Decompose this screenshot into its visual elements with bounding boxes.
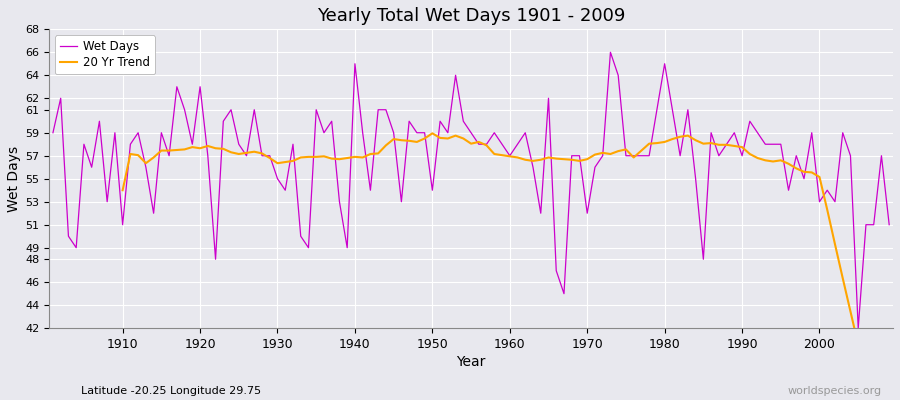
Text: Latitude -20.25 Longitude 29.75: Latitude -20.25 Longitude 29.75 — [81, 386, 261, 396]
20 Yr Trend — [117, 188, 128, 193]
Line: 20 Yr Trend: 20 Yr Trend — [122, 133, 889, 400]
Wet Days — [48, 130, 58, 135]
Legend: Wet Days, 20 Yr Trend: Wet Days, 20 Yr Trend — [55, 35, 155, 74]
Title: Yearly Total Wet Days 1901 - 2009: Yearly Total Wet Days 1901 - 2009 — [317, 7, 626, 25]
Wet Days — [504, 153, 515, 158]
20 Yr Trend — [427, 131, 437, 136]
Wet Days — [605, 50, 616, 55]
Wet Days — [497, 142, 508, 147]
Line: Wet Days: Wet Days — [53, 52, 889, 328]
20 Yr Trend — [581, 157, 592, 162]
20 Yr Trend — [295, 155, 306, 160]
Wet Days — [280, 188, 291, 193]
20 Yr Trend — [520, 157, 531, 162]
Y-axis label: Wet Days: Wet Days — [7, 146, 21, 212]
Text: worldspecies.org: worldspecies.org — [788, 386, 882, 396]
20 Yr Trend — [853, 342, 864, 347]
Wet Days — [884, 222, 895, 227]
Wet Days — [853, 326, 864, 330]
Wet Days — [327, 119, 338, 124]
X-axis label: Year: Year — [456, 355, 486, 369]
20 Yr Trend — [830, 242, 841, 247]
Wet Days — [598, 153, 608, 158]
20 Yr Trend — [265, 156, 275, 160]
Wet Days — [110, 130, 121, 135]
